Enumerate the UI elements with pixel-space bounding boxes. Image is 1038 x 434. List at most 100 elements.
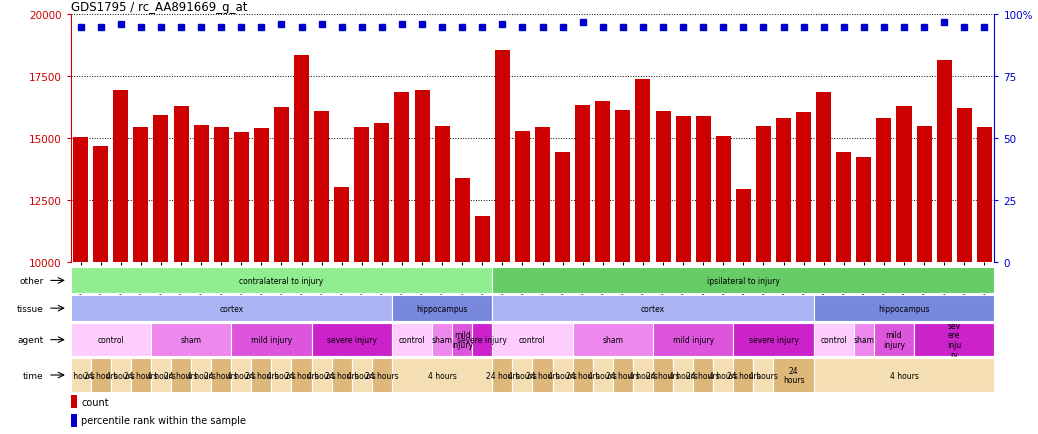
Bar [274, 108, 289, 434]
Text: sham: sham [432, 335, 453, 345]
Text: mild
injury: mild injury [883, 331, 905, 349]
Text: 24 hours: 24 hours [727, 371, 760, 380]
Bar [776, 119, 791, 434]
Bar [876, 119, 892, 434]
Bar [311, 358, 332, 392]
Bar [515, 132, 530, 434]
Text: 24 hours: 24 hours [525, 371, 559, 380]
Bar [432, 323, 453, 356]
Text: control: control [519, 335, 546, 345]
Text: 4 hours: 4 hours [548, 371, 577, 380]
Bar [936, 61, 952, 434]
Text: GDS1795 / rc_AA891669_g_at: GDS1795 / rc_AA891669_g_at [71, 1, 247, 14]
Text: mild injury: mild injury [251, 335, 292, 345]
Bar [837, 152, 851, 434]
Bar [352, 358, 372, 392]
Bar [676, 117, 690, 434]
Bar [113, 91, 129, 434]
Bar [814, 296, 994, 322]
Bar [90, 358, 111, 392]
Bar [773, 358, 814, 392]
Bar [756, 126, 771, 434]
Text: 24 hours: 24 hours [325, 371, 358, 380]
Bar [653, 358, 673, 392]
Text: control: control [98, 335, 125, 345]
Bar [211, 358, 231, 392]
Text: 24 hours: 24 hours [566, 371, 600, 380]
Bar [616, 110, 630, 434]
Bar [71, 268, 492, 294]
Text: cortex: cortex [640, 304, 665, 313]
Text: 24 hours: 24 hours [245, 371, 278, 380]
Text: 24 hours: 24 hours [164, 371, 198, 380]
Bar [332, 358, 352, 392]
Bar [151, 323, 231, 356]
Bar [93, 146, 108, 434]
Bar [111, 358, 131, 392]
Bar [814, 358, 994, 392]
Bar [71, 358, 90, 392]
Text: 24
hours: 24 hours [783, 366, 804, 385]
Bar [214, 128, 228, 434]
Bar [754, 358, 773, 392]
Bar [796, 113, 811, 434]
Bar [573, 358, 593, 392]
Text: tissue: tissue [17, 304, 44, 313]
Bar [977, 128, 992, 434]
Text: 4 hours: 4 hours [106, 371, 135, 380]
Bar [231, 358, 251, 392]
Bar [354, 128, 370, 434]
Text: severe injury: severe injury [458, 335, 508, 345]
Bar [194, 125, 209, 434]
Bar [71, 414, 77, 427]
Bar [292, 358, 311, 392]
Bar [474, 217, 490, 434]
Bar [311, 323, 392, 356]
Text: count: count [81, 397, 109, 407]
Bar [897, 107, 911, 434]
Bar [854, 323, 874, 356]
Text: 4 hours: 4 hours [146, 371, 175, 380]
Text: 24 hours: 24 hours [125, 371, 158, 380]
Text: 4 hours: 4 hours [508, 371, 537, 380]
Bar [414, 91, 430, 434]
Bar [957, 109, 972, 434]
Bar [856, 158, 871, 434]
Text: severe injury: severe injury [327, 335, 377, 345]
Bar [191, 358, 211, 392]
Bar [271, 358, 292, 392]
Bar [492, 358, 513, 392]
Bar [375, 124, 389, 434]
Bar [472, 323, 492, 356]
Bar [693, 358, 713, 392]
Bar [315, 112, 329, 434]
Text: 4 hours: 4 hours [267, 371, 296, 380]
Bar [593, 358, 612, 392]
Bar [392, 358, 492, 392]
Text: sev
ere
inju
ry: sev ere inju ry [947, 321, 961, 359]
Bar [492, 268, 994, 294]
Bar [513, 358, 532, 392]
Bar [733, 323, 814, 356]
Text: sham: sham [602, 335, 624, 345]
Text: 4 hours: 4 hours [348, 371, 376, 380]
Bar [495, 51, 510, 434]
Bar [372, 358, 392, 392]
Bar [492, 323, 573, 356]
Text: mild
injury: mild injury [452, 331, 473, 349]
Bar [294, 56, 309, 434]
Bar [71, 323, 151, 356]
Text: cortex: cortex [219, 304, 243, 313]
Bar [535, 128, 550, 434]
Text: 4 hours: 4 hours [428, 371, 457, 380]
Bar [713, 358, 733, 392]
Text: 24 hours: 24 hours [204, 371, 238, 380]
Text: 24 hours: 24 hours [84, 371, 117, 380]
Bar [151, 358, 171, 392]
Bar [234, 133, 249, 434]
Bar [71, 395, 77, 408]
Bar [673, 358, 693, 392]
Text: 24 hours: 24 hours [365, 371, 399, 380]
Text: mild injury: mild injury [673, 335, 714, 345]
Bar [575, 105, 591, 434]
